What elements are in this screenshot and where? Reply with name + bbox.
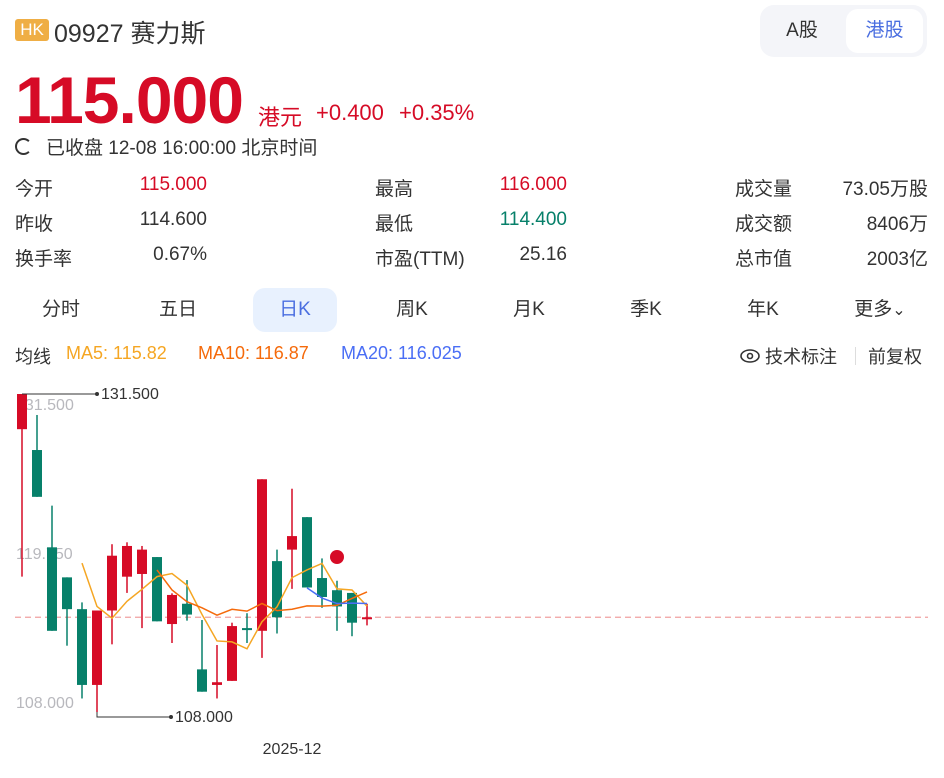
min-annotation-line xyxy=(96,712,171,718)
candle-body xyxy=(17,394,27,430)
tab-label: 季K xyxy=(630,299,662,320)
stat-value: 8406万 xyxy=(866,214,928,235)
indicator-button[interactable]: 技术标注 xyxy=(740,343,837,369)
candle-body xyxy=(32,450,42,497)
ma5-line xyxy=(81,562,368,650)
ma-label: 均线 xyxy=(15,347,51,367)
stat-label: 成交额 xyxy=(735,214,793,235)
currency-unit: 港元 xyxy=(258,105,303,130)
stat-value: 116.000 xyxy=(499,174,567,195)
market-switch: A股 港股 xyxy=(760,5,927,57)
stat-value: 25.16 xyxy=(519,244,567,265)
stat-label: 市盈(TTM) xyxy=(375,249,465,270)
adjust-button[interactable]: 前复权 xyxy=(868,347,922,367)
stock-title: 09927 赛力斯 xyxy=(54,14,206,50)
max-price-label: 131.500 xyxy=(101,386,159,403)
hk-share-button[interactable]: 港股 xyxy=(846,9,923,53)
tab-5[interactable]: 季K xyxy=(604,288,688,332)
ma10-line xyxy=(156,569,368,616)
tab-label: 月K xyxy=(513,299,545,320)
stat-label: 成交量 xyxy=(735,179,793,200)
tab-6[interactable]: 年K xyxy=(721,288,805,332)
ma20-value: MA20: 116.025 xyxy=(341,343,462,363)
status-text: 已收盘 12-08 16:00:00 北京时间 xyxy=(46,138,318,159)
candle-body xyxy=(212,682,222,685)
stat-label: 换手率 xyxy=(15,249,73,270)
candle-body xyxy=(242,628,252,631)
candle-body xyxy=(152,557,162,622)
current-price: 115.000 xyxy=(15,63,244,137)
stat-value: 114.600 xyxy=(139,209,207,230)
stat-label: 总市值 xyxy=(735,249,793,270)
candle-body xyxy=(332,590,342,607)
event-marker-icon xyxy=(330,550,344,564)
price-change: +0.400 xyxy=(316,100,384,125)
kline-chart[interactable]: 131.500 119.750 108.000 131.500 108.000 2025-… xyxy=(0,375,944,775)
tab-2[interactable]: 日K xyxy=(253,288,337,332)
candle-body xyxy=(122,545,132,577)
candle-body xyxy=(362,617,372,620)
candle-body xyxy=(257,479,267,631)
tab-label: 更多 xyxy=(854,299,893,320)
stat-value: 73.05万股 xyxy=(842,179,928,200)
candle-body xyxy=(287,536,297,550)
tab-label: 年K xyxy=(747,299,779,320)
tab-label: 五日 xyxy=(158,299,197,320)
stat-label: 最高 xyxy=(375,179,414,200)
candle-body xyxy=(167,594,177,625)
ma10-value: MA10: 116.87 xyxy=(198,343,309,363)
candle-body xyxy=(317,578,327,597)
ma20-line xyxy=(306,587,368,605)
tab-3[interactable]: 周K xyxy=(370,288,454,332)
min-price-label: 108.000 xyxy=(175,709,233,726)
candle-body xyxy=(107,555,117,611)
candle-body xyxy=(302,517,312,588)
ma5-value: MA5: 115.82 xyxy=(66,343,167,363)
price-change-percent: +0.35% xyxy=(399,100,475,125)
stat-value: 115.000 xyxy=(139,174,207,195)
y-tick-label: 119.750 xyxy=(16,546,73,563)
stat-value: 2003亿 xyxy=(866,249,928,270)
tab-0[interactable]: 分时 xyxy=(19,288,103,332)
candle-body xyxy=(92,610,102,685)
candle-body xyxy=(197,669,207,692)
market-status: 已收盘 12-08 16:00:00 北京时间 xyxy=(15,133,317,160)
eye-icon xyxy=(740,349,760,363)
stat-value: 0.67% xyxy=(153,244,207,265)
max-annotation-dot xyxy=(95,392,99,396)
candle-body xyxy=(347,592,357,623)
candle-body xyxy=(47,547,57,631)
y-tick-label: 108.000 xyxy=(16,695,74,712)
tab-label: 日K xyxy=(279,299,311,320)
chevron-down-icon: ⌄ xyxy=(892,302,906,319)
stock-name: 赛力斯 xyxy=(130,20,206,48)
tab-1[interactable]: 五日 xyxy=(136,288,220,332)
candle-body xyxy=(77,609,87,685)
stat-value: 114.400 xyxy=(499,209,567,230)
candle-body xyxy=(272,561,282,618)
y-tick-label: 131.500 xyxy=(16,397,74,414)
market-badge: HK xyxy=(15,19,49,41)
min-annotation-dot xyxy=(169,715,173,719)
candle-body xyxy=(182,603,192,615)
stat-label: 今开 xyxy=(15,179,54,200)
stock-code: 09927 xyxy=(54,20,124,48)
candle-body xyxy=(227,626,237,681)
tab-7[interactable]: 更多⌄ xyxy=(838,288,922,332)
tab-label: 分时 xyxy=(41,299,80,320)
divider xyxy=(855,347,856,365)
stat-label: 昨收 xyxy=(15,214,54,235)
candle-body xyxy=(62,577,72,610)
closed-clock-icon xyxy=(15,138,32,155)
candle-body xyxy=(137,549,147,574)
a-share-button[interactable]: A股 xyxy=(786,20,818,41)
x-axis-label: 2025-12 xyxy=(263,741,322,758)
stat-label: 最低 xyxy=(375,214,414,235)
tab-label: 周K xyxy=(396,299,428,320)
tab-4[interactable]: 月K xyxy=(487,288,571,332)
indicator-label: 技术标注 xyxy=(765,347,837,367)
